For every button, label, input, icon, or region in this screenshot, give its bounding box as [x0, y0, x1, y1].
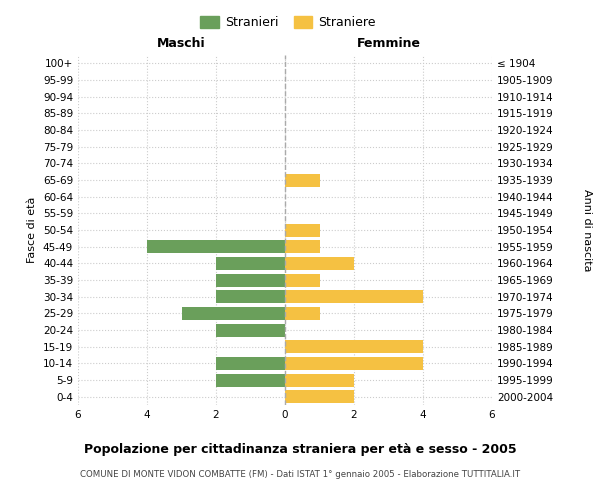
Bar — [285, 307, 320, 320]
Bar — [216, 274, 285, 286]
Bar — [285, 374, 354, 386]
Bar — [285, 257, 354, 270]
Bar — [285, 340, 423, 353]
Bar — [285, 390, 354, 403]
Text: Maschi: Maschi — [157, 37, 206, 50]
Bar — [285, 174, 320, 186]
Bar — [147, 240, 285, 253]
Bar — [285, 240, 320, 253]
Bar — [285, 290, 423, 303]
Bar — [216, 374, 285, 386]
Text: COMUNE DI MONTE VIDON COMBATTE (FM) - Dati ISTAT 1° gennaio 2005 - Elaborazione : COMUNE DI MONTE VIDON COMBATTE (FM) - Da… — [80, 470, 520, 479]
Bar — [216, 324, 285, 336]
Text: Popolazione per cittadinanza straniera per età e sesso - 2005: Popolazione per cittadinanza straniera p… — [83, 442, 517, 456]
Text: Femmine: Femmine — [356, 37, 421, 50]
Y-axis label: Anni di nascita: Anni di nascita — [583, 188, 593, 271]
Bar — [216, 257, 285, 270]
Y-axis label: Fasce di età: Fasce di età — [28, 197, 37, 263]
Bar — [285, 224, 320, 236]
Bar — [182, 307, 285, 320]
Bar — [285, 274, 320, 286]
Bar — [216, 357, 285, 370]
Legend: Stranieri, Straniere: Stranieri, Straniere — [195, 11, 381, 34]
Bar — [216, 290, 285, 303]
Bar — [285, 357, 423, 370]
